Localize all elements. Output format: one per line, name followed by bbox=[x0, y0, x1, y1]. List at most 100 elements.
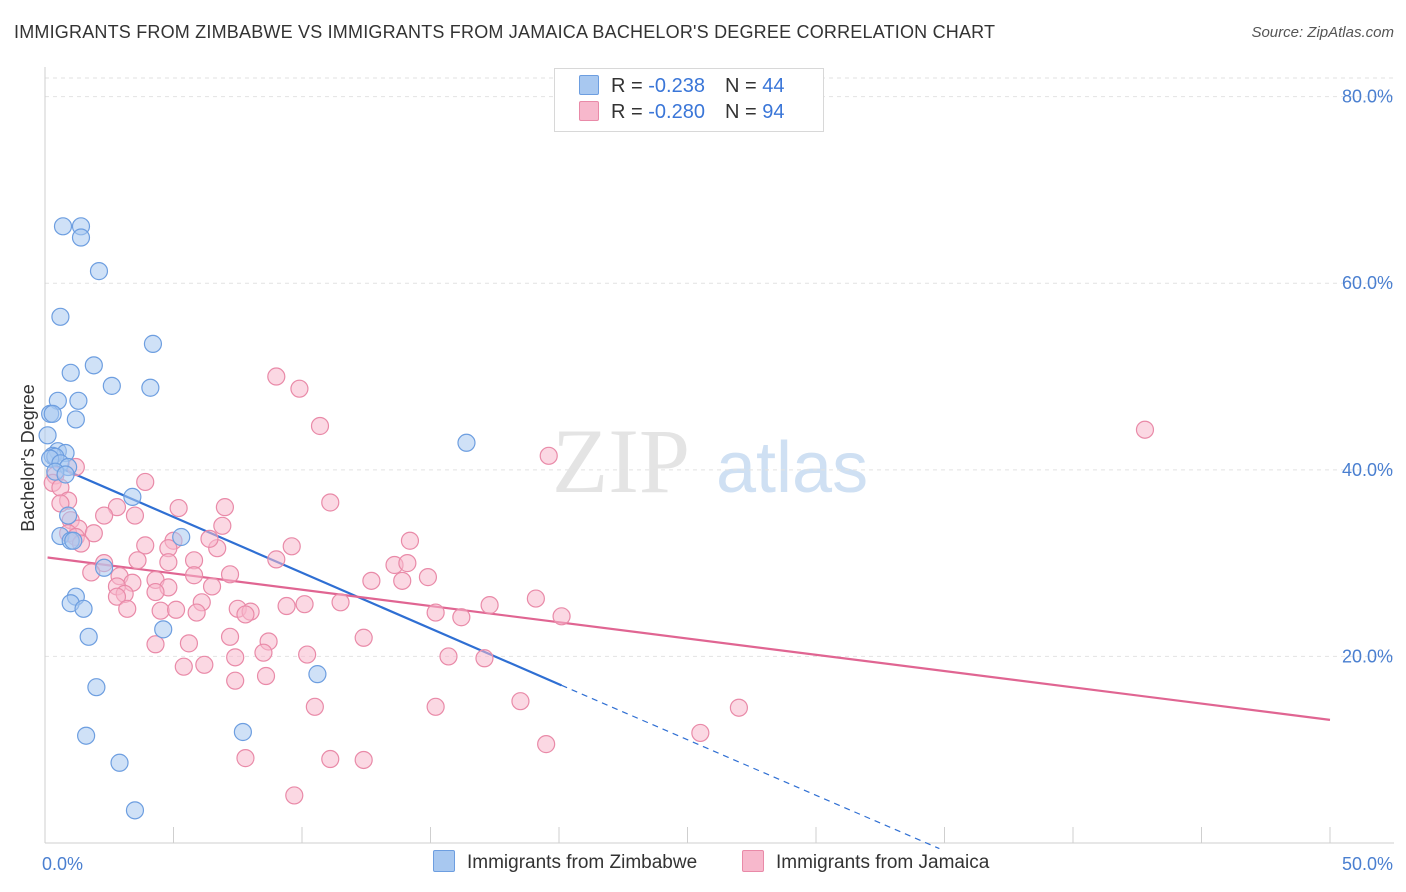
data-point-zimbabwe bbox=[123, 487, 142, 506]
legend-n-label: N = bbox=[724, 75, 763, 97]
data-point-zimbabwe bbox=[59, 506, 78, 525]
data-point-jamaica bbox=[475, 649, 494, 668]
data-point-jamaica bbox=[290, 379, 309, 398]
data-point-jamaica bbox=[107, 498, 127, 517]
trend-line-jamaica bbox=[47, 556, 1331, 721]
data-point-jamaica bbox=[552, 607, 571, 626]
data-point-zimbabwe bbox=[84, 356, 103, 375]
data-point-jamaica bbox=[305, 697, 324, 716]
data-point-jamaica bbox=[277, 596, 296, 616]
legend-item-zimbabwe[interactable]: Immigrants from Zimbabwe bbox=[433, 850, 697, 874]
legend-r-label: R = bbox=[611, 75, 649, 97]
data-point-jamaica bbox=[159, 553, 178, 572]
data-point-zimbabwe bbox=[172, 527, 191, 547]
data-point-jamaica bbox=[169, 498, 188, 518]
data-point-jamaica bbox=[213, 516, 232, 535]
data-point-zimbabwe bbox=[141, 378, 160, 397]
data-point-jamaica bbox=[236, 749, 255, 768]
data-point-jamaica bbox=[184, 566, 204, 585]
data-point-jamaica bbox=[107, 587, 127, 606]
data-point-jamaica bbox=[146, 635, 165, 654]
correlation-legend: R = -0.238 N = 44 R = -0.280 N = 94 bbox=[554, 68, 824, 132]
legend-row-zimbabwe: R = -0.238 N = 44 bbox=[579, 75, 784, 101]
data-point-zimbabwe bbox=[43, 404, 62, 423]
data-point-jamaica bbox=[220, 565, 240, 584]
data-point-jamaica bbox=[282, 537, 301, 556]
data-point-jamaica bbox=[298, 645, 317, 664]
data-point-zimbabwe bbox=[154, 620, 173, 639]
chart-title: IMMIGRANTS FROM ZIMBABWE VS IMMIGRANTS F… bbox=[14, 22, 996, 42]
data-point-jamaica bbox=[226, 671, 245, 690]
data-point-jamaica bbox=[439, 647, 458, 666]
legend-r-label: R = bbox=[611, 101, 649, 123]
data-point-jamaica bbox=[285, 786, 304, 805]
data-point-jamaica bbox=[393, 571, 412, 590]
series-legend: Immigrants from Zimbabwe Immigrants from… bbox=[0, 850, 1406, 880]
data-point-jamaica bbox=[1135, 420, 1155, 439]
data-point-jamaica bbox=[400, 531, 420, 550]
data-point-zimbabwe bbox=[110, 753, 129, 772]
legend-n-value: 44 bbox=[762, 75, 785, 97]
data-point-zimbabwe bbox=[61, 363, 80, 382]
y-tick-label: 80.0% bbox=[1342, 87, 1393, 107]
tick-labels: 20.0% 40.0% 60.0% 80.0% 0.0% 50.0% bbox=[42, 87, 1393, 874]
data-point-zimbabwe bbox=[457, 433, 476, 452]
data-point-zimbabwe bbox=[143, 334, 163, 353]
data-point-jamaica bbox=[362, 571, 381, 590]
data-point-jamaica bbox=[354, 750, 373, 770]
x-tick-label: 0.0% bbox=[42, 854, 83, 874]
data-point-jamaica bbox=[174, 657, 193, 676]
data-point-jamaica bbox=[179, 634, 199, 653]
data-point-jamaica bbox=[226, 648, 245, 667]
legend-item-jamaica[interactable]: Immigrants from Jamaica bbox=[742, 850, 989, 874]
y-tick-label: 40.0% bbox=[1342, 460, 1393, 480]
data-point-jamaica bbox=[128, 551, 147, 570]
x-tick-label: 50.0% bbox=[1342, 854, 1393, 874]
data-points bbox=[38, 217, 1155, 820]
legend-row-jamaica: R = -0.280 N = 94 bbox=[579, 101, 784, 127]
data-point-jamaica bbox=[267, 550, 286, 569]
data-point-jamaica bbox=[452, 608, 471, 627]
data-point-jamaica bbox=[310, 416, 330, 436]
data-point-zimbabwe bbox=[102, 376, 121, 395]
y-axis-label: Bachelor's Degree bbox=[18, 384, 38, 532]
legend-swatch-zimbabwe bbox=[433, 850, 455, 872]
data-point-jamaica bbox=[526, 589, 545, 608]
data-point-jamaica bbox=[295, 595, 314, 614]
data-point-zimbabwe bbox=[308, 665, 327, 684]
data-point-jamaica bbox=[84, 524, 103, 543]
data-point-jamaica bbox=[136, 536, 155, 555]
legend-swatch-jamaica bbox=[579, 101, 599, 121]
data-point-jamaica bbox=[187, 603, 206, 622]
data-point-jamaica bbox=[331, 593, 350, 612]
legend-r-value: -0.238 bbox=[648, 75, 705, 97]
data-point-jamaica bbox=[398, 554, 417, 573]
data-point-jamaica bbox=[236, 605, 255, 624]
trend-line-extension-zimbabwe bbox=[561, 684, 940, 850]
data-point-zimbabwe bbox=[56, 465, 75, 484]
legend-n-value: 94 bbox=[762, 101, 785, 123]
data-point-jamaica bbox=[321, 493, 340, 512]
data-point-zimbabwe bbox=[95, 558, 114, 577]
source-label: Source: ZipAtlas.com bbox=[1251, 24, 1394, 41]
legend-label-jamaica: Immigrants from Jamaica bbox=[776, 852, 990, 873]
data-point-jamaica bbox=[267, 367, 286, 386]
data-point-jamaica bbox=[146, 582, 165, 602]
data-point-zimbabwe bbox=[125, 801, 145, 820]
watermark: ZIP atlas bbox=[552, 410, 868, 512]
data-point-zimbabwe bbox=[79, 627, 98, 646]
data-point-zimbabwe bbox=[69, 391, 88, 410]
data-point-jamaica bbox=[354, 628, 373, 647]
data-point-zimbabwe bbox=[77, 726, 96, 745]
data-point-zimbabwe bbox=[87, 678, 106, 697]
data-point-jamaica bbox=[480, 596, 499, 615]
data-point-zimbabwe bbox=[51, 307, 70, 326]
legend-label-zimbabwe: Immigrants from Zimbabwe bbox=[467, 852, 698, 873]
data-point-zimbabwe bbox=[233, 722, 252, 742]
data-point-jamaica bbox=[166, 600, 186, 619]
y-tick-label: 60.0% bbox=[1342, 273, 1393, 293]
data-point-jamaica bbox=[511, 692, 530, 711]
data-point-zimbabwe bbox=[71, 228, 91, 247]
data-point-jamaica bbox=[426, 697, 445, 716]
